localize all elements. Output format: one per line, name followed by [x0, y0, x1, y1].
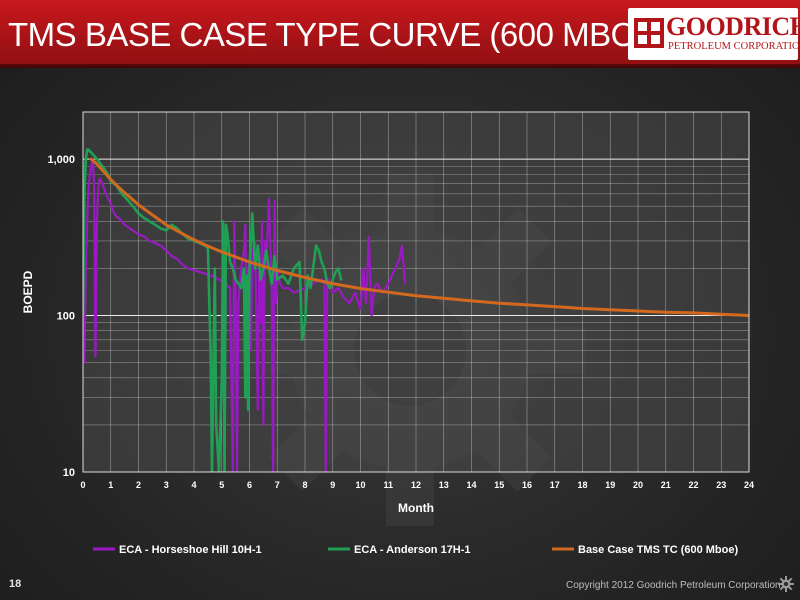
company-logo: GOODRICH PETROLEUM CORPORATION [628, 8, 800, 60]
series-line-base-case-tms-tc-600-mboe [89, 157, 749, 317]
goodrich-logo-mark-icon [634, 18, 664, 48]
gear-icon [778, 576, 794, 592]
x-tick-label: 13 [439, 480, 449, 490]
x-tick-label: 7 [275, 480, 280, 490]
x-tick-label: 12 [411, 480, 421, 490]
y-tick-label: 1,000 [47, 154, 75, 166]
x-tick-label: 8 [302, 480, 307, 490]
x-tick-label: 23 [716, 480, 726, 490]
x-tick-label: 14 [466, 480, 476, 490]
x-tick-label: 24 [744, 480, 754, 490]
plot-frame [82, 111, 750, 473]
title-bar-underline [0, 64, 800, 68]
x-tick-label: 22 [688, 480, 698, 490]
copyright-text: Copyright 2012 Goodrich Petroleum Corpor… [566, 580, 781, 591]
x-tick-label: 15 [494, 480, 504, 490]
x-tick-label: 16 [522, 480, 532, 490]
y-tick-label: 100 [57, 311, 75, 323]
logo-name: GOODRICH [666, 12, 800, 41]
x-tick-label: 17 [550, 480, 560, 490]
page-number: 18 [9, 578, 22, 590]
x-tick-label: 9 [330, 480, 335, 490]
x-tick-label: 21 [661, 480, 671, 490]
legend-label-base-case-tms-tc-600-mboe: Base Case TMS TC (600 Mboe) [578, 544, 738, 556]
y-tick-label: 10 [63, 467, 75, 479]
slide-title: TMS BASE CASE TYPE CURVE (600 MBOE) [8, 16, 668, 53]
legend-label-eca-horseshoe-hill-10h-1: ECA - Horseshoe Hill 10H-1 [119, 544, 262, 556]
x-tick-label: 5 [219, 480, 224, 490]
legend-label-eca-anderson-17h-1: ECA - Anderson 17H-1 [354, 544, 471, 556]
x-tick-label: 20 [633, 480, 643, 490]
x-axis-label: Month [398, 501, 434, 515]
x-tick-label: 10 [355, 480, 365, 490]
y-axis-label: BOEPD [21, 270, 35, 313]
x-tick-label: 18 [577, 480, 587, 490]
x-tick-label: 1 [108, 480, 113, 490]
x-tick-label: 6 [247, 480, 252, 490]
series-line-eca-horseshoe-hill-10h-1 [83, 158, 406, 472]
x-tick-label: 4 [191, 480, 196, 490]
logo-subtitle: PETROLEUM CORPORATION [668, 41, 800, 52]
legend: ECA - Horseshoe Hill 10H-1 ECA - Anderson… [93, 544, 738, 556]
x-tick-label: 2 [136, 480, 141, 490]
x-tick-label: 3 [164, 480, 169, 490]
x-tick-label: 19 [605, 480, 615, 490]
x-tick-label: 11 [383, 480, 393, 490]
x-tick-label: 0 [80, 480, 85, 490]
